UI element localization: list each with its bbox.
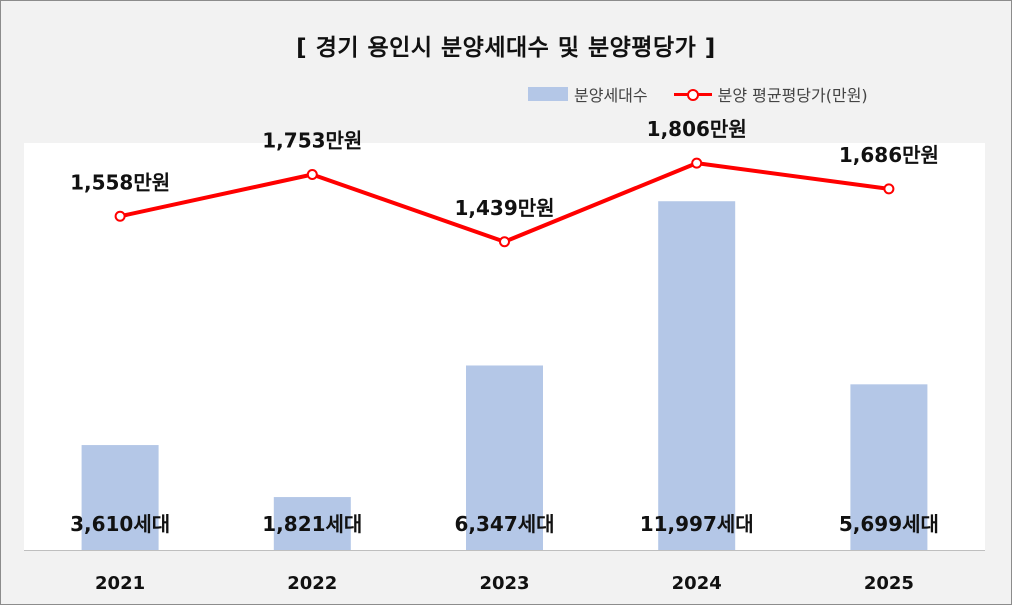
bar-label-2023: 6,347세대 xyxy=(454,512,554,536)
price-point-2021 xyxy=(114,210,126,222)
bar-2022 xyxy=(273,497,351,550)
price-label-2024: 1,806만원 xyxy=(647,117,747,141)
price-point-2023 xyxy=(499,236,510,248)
bar-label-2024: 11,997세대 xyxy=(640,512,754,536)
bar-label-2025: 5,699세대 xyxy=(839,512,939,536)
x-tick-2025: 2025 xyxy=(864,573,914,594)
price-point-2025 xyxy=(883,183,895,195)
chart-title: [ 경기 용인시 분양세대수 및 분양평당가 ] xyxy=(296,35,716,61)
bar-2024 xyxy=(658,201,736,550)
price-label-2025: 1,686만원 xyxy=(839,143,939,167)
x-tick-2021: 2021 xyxy=(95,573,145,594)
legend-bar-label: 분양세대수 xyxy=(574,86,648,105)
x-tick-2024: 2024 xyxy=(672,573,722,594)
x-tick-2022: 2022 xyxy=(287,573,337,594)
bar-2023 xyxy=(466,365,543,550)
price-label-2021: 1,558만원 xyxy=(70,170,170,194)
bar-2025 xyxy=(850,384,928,550)
legend: 분양세대수 분양 평균평당가(만원) xyxy=(528,82,868,106)
bar-label-2022: 1,821세대 xyxy=(262,512,362,536)
bar-label-2021: 3,610세대 xyxy=(70,512,170,536)
x-tick-2023: 2023 xyxy=(479,573,529,594)
price-label-2023: 1,439만원 xyxy=(454,196,554,220)
bar-2021 xyxy=(81,445,159,550)
price-point-2022 xyxy=(306,168,318,180)
price-label-2022: 1,753만원 xyxy=(262,128,362,152)
legend-line-label: 분양 평균평당가(만원) xyxy=(717,86,868,105)
legend-bar-swatch xyxy=(528,87,568,101)
legend-line-swatch xyxy=(673,87,712,101)
price-point-2024 xyxy=(691,157,703,169)
